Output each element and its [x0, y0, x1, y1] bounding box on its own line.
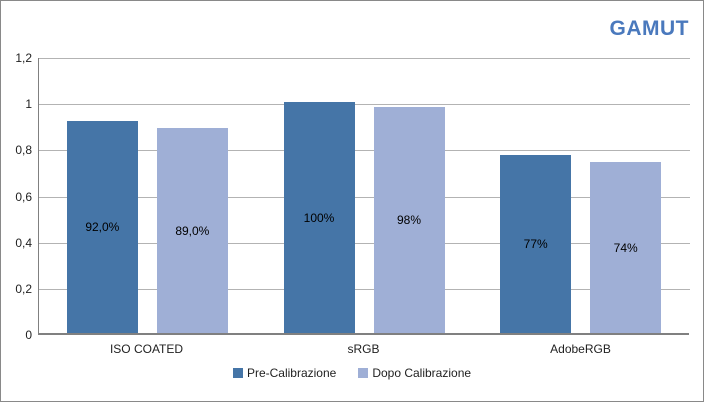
y-axis: 0 0,2 0,4 0,6 0,8 1 1,2 [1, 51, 32, 342]
gridline [39, 242, 690, 244]
gridline [39, 196, 690, 198]
gridline [39, 104, 690, 106]
bar-value-label: 77% [523, 237, 548, 251]
chart-title: GAMUT [609, 17, 689, 40]
bar: 100% [283, 102, 355, 333]
bar-value-label: 89,0% [175, 223, 210, 238]
bar: 92,0% [66, 121, 138, 333]
bar-group: 92,0% 89,0% [39, 58, 256, 333]
y-tick-label: 0,6 [15, 189, 32, 204]
y-tick-label: 0 [25, 328, 32, 342]
y-tick-label: 0,4 [15, 235, 32, 250]
bar: 89,0% [156, 128, 228, 333]
y-tick-label: 0,2 [15, 281, 32, 296]
y-tick-label: 1 [25, 97, 32, 112]
bar: 74% [590, 162, 662, 333]
legend-swatch-icon [232, 368, 243, 378]
bar-value-label: 98% [396, 213, 422, 227]
y-tick-label: 0,8 [15, 143, 32, 158]
bar-groups: 92,0% 89,0% 100% 98% 77% 74% [39, 58, 689, 333]
category-label: sRGB [347, 342, 380, 356]
bar: 98% [373, 107, 445, 333]
category-label: AdobeRGB [550, 342, 611, 356]
bar: 77% [500, 155, 572, 333]
bar-value-label: 74% [613, 240, 638, 255]
y-tick-label: 1,2 [15, 51, 32, 65]
gridline [39, 58, 690, 59]
legend-item: Dopo Calibrazione [358, 366, 471, 380]
plot-area: 92,0% 89,0% 100% 98% 77% 74% [38, 58, 690, 335]
gridline [39, 288, 690, 290]
legend-swatch-icon [358, 368, 369, 378]
legend-label: Dopo Calibrazione [372, 366, 472, 380]
legend: Pre-Calibrazione Dopo Calibrazione [1, 366, 703, 380]
category-label: ISO COATED [109, 342, 184, 356]
gridline [39, 150, 690, 152]
x-axis: ISO COATED sRGB AdobeRGB [38, 342, 689, 356]
bar-group: 100% 98% [256, 58, 473, 333]
bar-group: 77% 74% [472, 58, 689, 333]
legend-label: Pre-Calibrazione [246, 366, 337, 380]
bar-value-label: 100% [303, 210, 335, 225]
legend-item: Pre-Calibrazione [232, 366, 337, 380]
bar-value-label: 92,0% [85, 220, 120, 234]
